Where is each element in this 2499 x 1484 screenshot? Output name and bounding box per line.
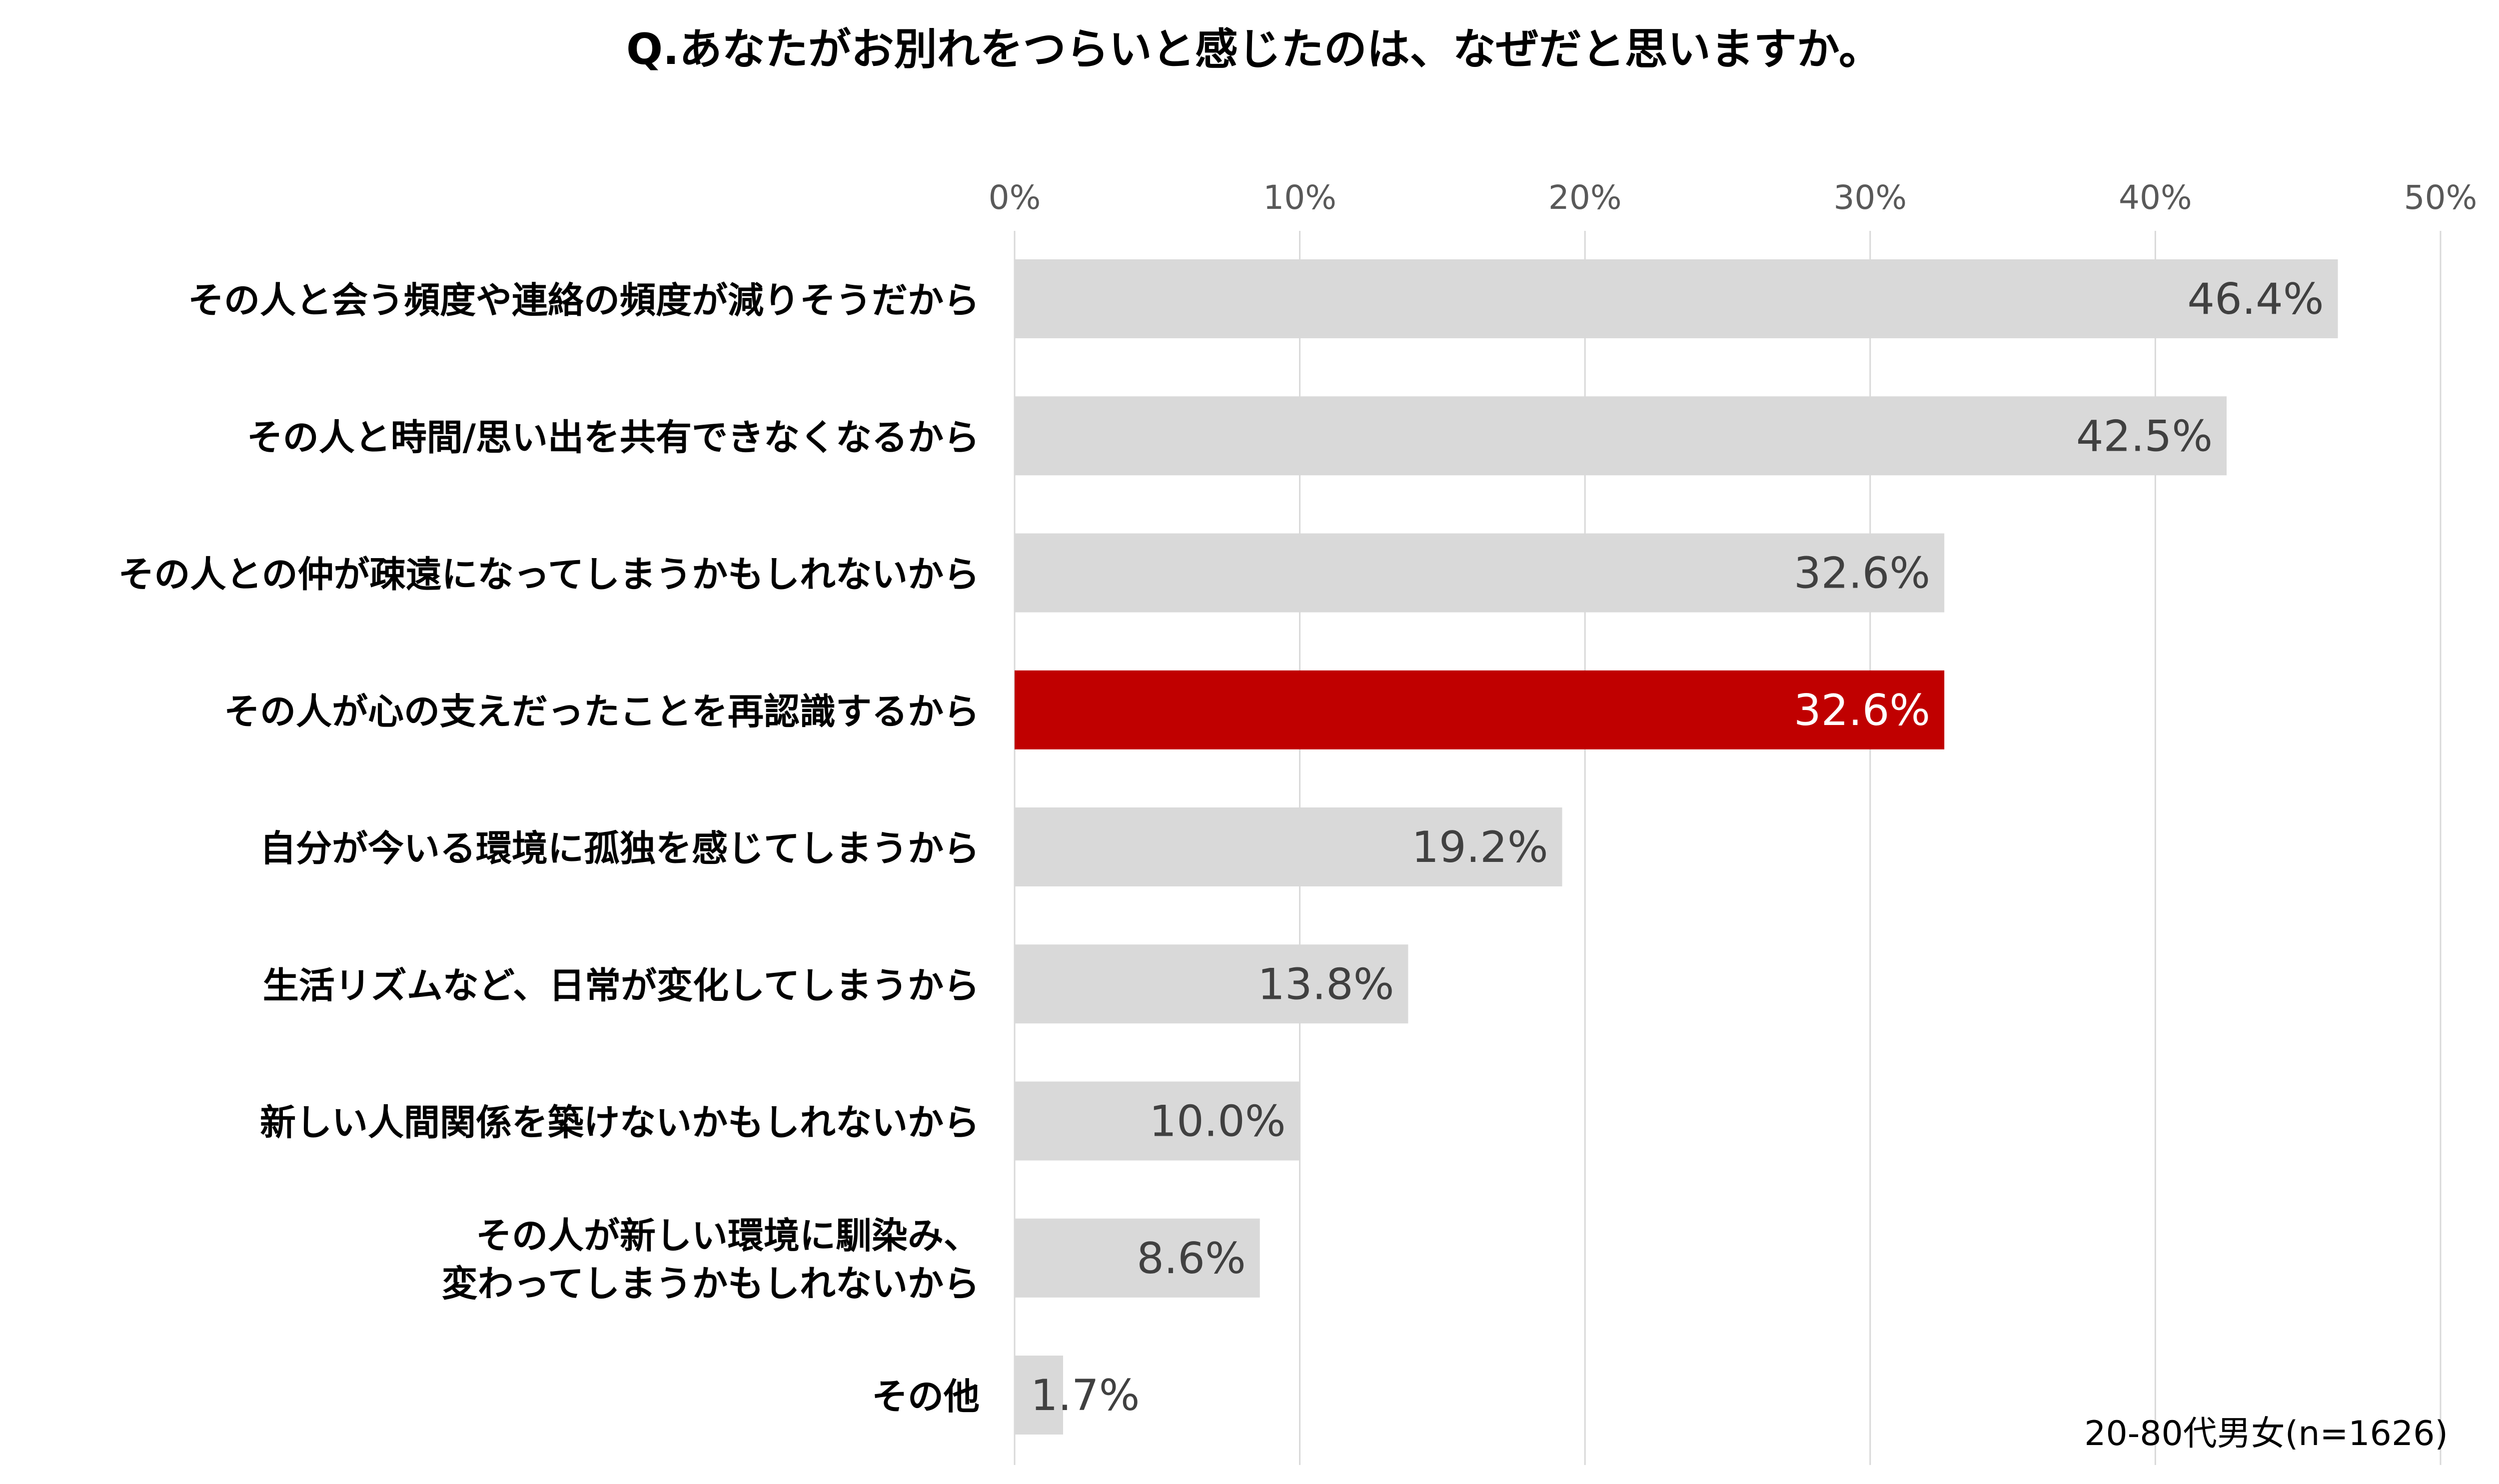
category-label: その人が心の支えだったことを再認識するから (224, 691, 980, 733)
data-label: 32.6% (1794, 549, 1930, 599)
data-label: 32.6% (1794, 686, 1930, 736)
bar (1015, 533, 1945, 613)
bars (1015, 259, 2338, 1435)
bar (1015, 1356, 1064, 1435)
category-label: その人と会う頻度や連絡の頻度が減りそうだから (188, 279, 980, 321)
value-labels: 46.4% 42.5% 32.6% 32.6% 19.2% 13.8% 10.0% 8.6% 1… (1031, 274, 2324, 1421)
category-label: その他 (872, 1376, 980, 1418)
bar (1015, 1081, 1300, 1161)
bar (1015, 259, 2338, 338)
data-label: 10.0% (1149, 1097, 1285, 1147)
data-label: 19.2% (1411, 822, 1548, 872)
x-tick-label: 0% (989, 178, 1041, 217)
bar (1015, 944, 1408, 1024)
x-tick-label: 30% (1833, 178, 1907, 217)
sample-note: 20-80代男女(n=1626) (2084, 1414, 2448, 1454)
x-tick-label: 50% (2404, 178, 2478, 217)
data-label: 8.6% (1137, 1234, 1246, 1284)
x-tick-label: 40% (2119, 178, 2192, 217)
x-tick-label: 10% (1263, 178, 1336, 217)
category-label: その人との仲が疎遠になってしまうかもしれないから (118, 554, 980, 596)
bar (1015, 396, 2227, 476)
data-label: 42.5% (2076, 411, 2213, 461)
x-tick-label: 20% (1548, 178, 1622, 217)
bar (1015, 807, 1562, 886)
data-label: 46.4% (2187, 274, 2324, 324)
bar (1015, 670, 1945, 749)
data-label: 1.7% (1031, 1371, 1140, 1421)
bar (1015, 1218, 1260, 1298)
data-label: 13.8% (1257, 959, 1394, 1009)
category-label: 変わってしまうかもしれないから (442, 1263, 980, 1305)
category-labels: その人と会う頻度や連絡の頻度が減りそうだからその人と時間/思い出を共有できなくな… (118, 279, 980, 1418)
category-label: その人が新しい環境に馴染み、 (476, 1215, 980, 1257)
category-label: その人と時間/思い出を共有できなくなるから (247, 416, 980, 458)
chart-title: Q.あなたがお別れをつらいと感じたのは、なぜだと思いますか。 (626, 24, 1882, 74)
category-label: 生活リズムなど、日常が変化してしまうから (263, 964, 980, 1006)
category-label: 自分が今いる環境に孤独を感じてしまうから (260, 827, 980, 869)
x-axis-tick-labels: 0% 10% 20% 30% 40% 50% (989, 178, 2478, 217)
category-label: 新しい人間関係を築けないかもしれないから (260, 1102, 980, 1144)
